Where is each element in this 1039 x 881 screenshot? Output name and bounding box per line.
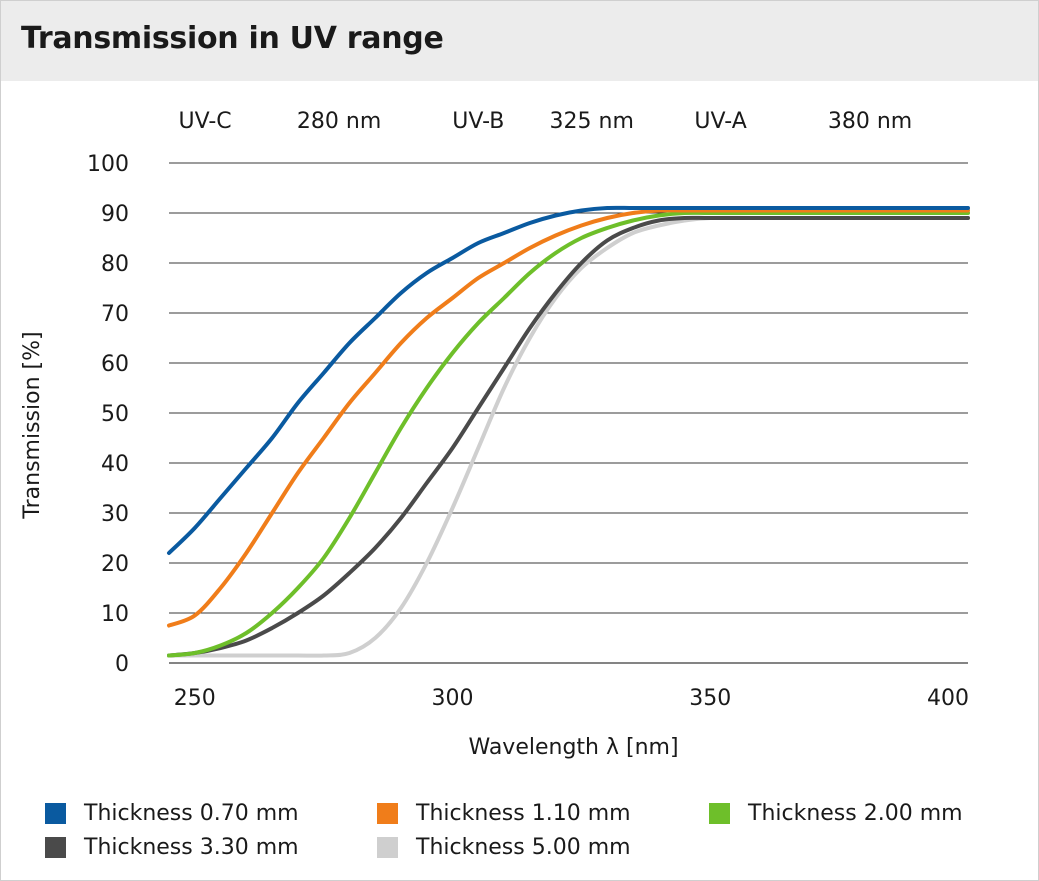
y-tick-label: 100: [87, 152, 129, 177]
chart-title: Transmission in UV range: [21, 21, 444, 56]
uv-range-label: UV-A: [694, 109, 746, 134]
series-line: [167, 205, 970, 555]
series-line: [167, 215, 970, 658]
x-tick-label: 250: [174, 686, 216, 711]
legend-item: Thickness 0.70 mm: [45, 799, 299, 827]
y-tick-label: 60: [101, 352, 129, 377]
y-tick-label: 50: [101, 402, 129, 427]
legend-label: Thickness 5.00 mm: [416, 834, 631, 860]
uv-range-label: 280 nm: [297, 109, 381, 134]
y-tick-label: 10: [101, 602, 129, 627]
legend-label: Thickness 3.30 mm: [84, 834, 299, 860]
legend-label: Thickness 1.10 mm: [416, 800, 631, 826]
y-tick-label: 0: [115, 652, 129, 677]
legend-swatch: [45, 836, 66, 858]
y-tick-label: 30: [101, 502, 129, 527]
legend-label: Thickness 2.00 mm: [748, 800, 963, 826]
y-tick-label: 80: [101, 252, 129, 277]
title-bar: Transmission in UV range: [1, 1, 1038, 81]
legend-label: Thickness 0.70 mm: [84, 800, 299, 826]
legend-swatch: [709, 802, 730, 824]
uv-range-label: 325 nm: [550, 109, 634, 134]
x-axis-title: Wavelength λ [nm]: [468, 735, 678, 760]
legend-item: Thickness 2.00 mm: [709, 799, 963, 827]
uv-range-label: 380 nm: [828, 109, 912, 134]
legend-item: Thickness 5.00 mm: [377, 833, 631, 861]
x-tick-label: 300: [432, 686, 474, 711]
x-tick-label: 350: [689, 686, 731, 711]
y-tick-label: 40: [101, 452, 129, 477]
x-tick-label: 400: [927, 686, 969, 711]
legend-swatch: [45, 802, 66, 824]
series-line: [167, 210, 970, 658]
series-line: [167, 215, 970, 658]
legend-swatch: [377, 836, 398, 858]
y-tick-label: 70: [101, 302, 129, 327]
y-tick-label: 90: [101, 202, 129, 227]
y-tick-label: 20: [101, 552, 129, 577]
legend-item: Thickness 1.10 mm: [377, 799, 631, 827]
y-axis-title: Transmission [%]: [20, 331, 45, 519]
uv-range-label: UV-B: [452, 109, 504, 134]
series-line: [167, 208, 970, 628]
legend: Thickness 0.70 mm Thickness 1.10 mm Thickn…: [45, 799, 1005, 869]
uv-range-label: UV-C: [178, 109, 231, 134]
legend-item: Thickness 3.30 mm: [45, 833, 299, 861]
legend-swatch: [377, 802, 398, 824]
